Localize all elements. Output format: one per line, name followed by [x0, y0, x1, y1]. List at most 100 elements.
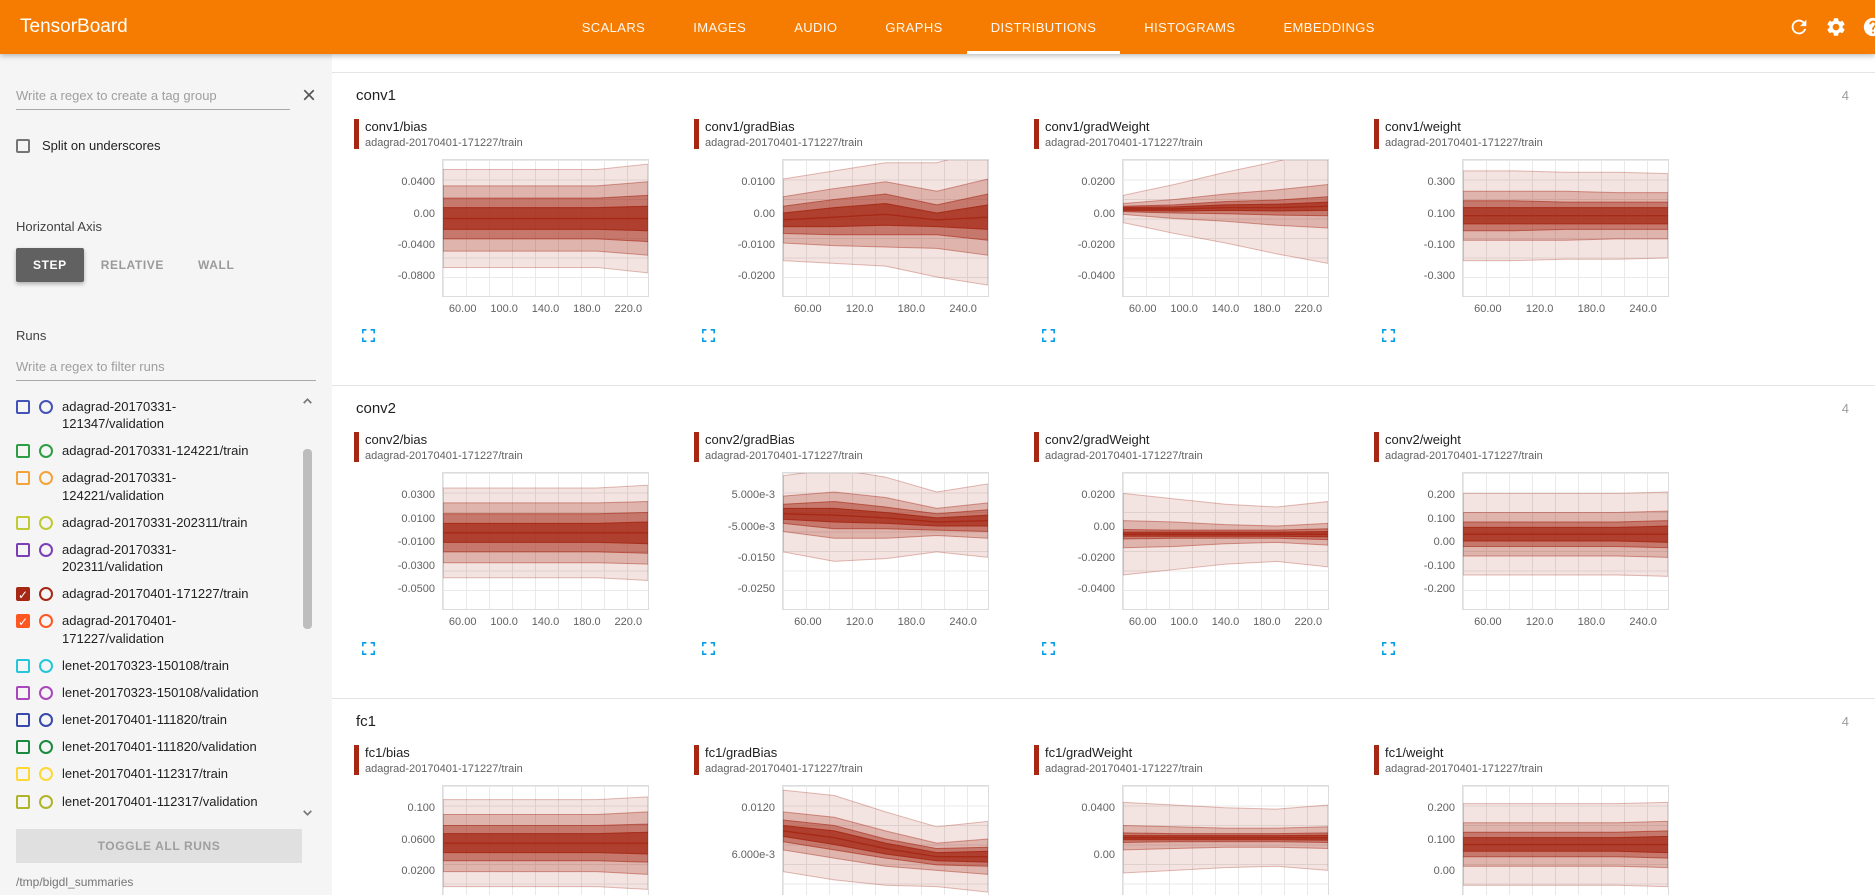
distribution-plot[interactable] — [782, 472, 989, 610]
run-item[interactable]: lenet-20170401-111820/validation — [16, 733, 294, 760]
run-radio-icon[interactable] — [39, 794, 53, 809]
expand-icon[interactable] — [1040, 640, 1057, 657]
expand-icon[interactable] — [360, 327, 377, 344]
tab-audio[interactable]: AUDIO — [794, 19, 838, 35]
split-underscores-checkbox[interactable] — [16, 138, 30, 153]
distribution-plot[interactable] — [1462, 472, 1669, 610]
run-checkbox[interactable] — [16, 685, 30, 700]
x-axis-labels: 60.00 120.0 180.0 240.0 — [782, 299, 989, 317]
section-header[interactable]: conv1 4 — [332, 73, 1875, 117]
scroll-down-icon[interactable] — [301, 806, 314, 819]
scroll-up-icon[interactable] — [301, 395, 314, 408]
expand-icon[interactable] — [1380, 327, 1397, 344]
run-item[interactable]: lenet-20170323-150108/validation — [16, 679, 294, 706]
tab-embeddings[interactable]: EMBEDDINGS — [1283, 19, 1375, 35]
run-radio-icon[interactable] — [39, 658, 53, 673]
y-tick-label: 0.00 — [1093, 849, 1115, 862]
distribution-plot[interactable] — [1122, 472, 1329, 610]
run-item[interactable]: adagrad-20170331-124221/train — [16, 437, 294, 464]
run-radio-icon[interactable] — [39, 614, 53, 629]
toggle-all-runs-button[interactable]: TOGGLE ALL RUNS — [16, 829, 302, 863]
run-radio-icon[interactable] — [39, 685, 53, 700]
help-icon[interactable] — [1862, 16, 1875, 38]
run-checkbox[interactable] — [16, 740, 30, 755]
run-item[interactable]: adagrad-20170331-202311/validation — [16, 536, 294, 580]
run-radio-icon[interactable] — [39, 767, 53, 782]
run-item[interactable]: adagrad-20170331-124221/validation — [16, 464, 294, 508]
axis-button-group: STEP RELATIVE WALL — [16, 248, 316, 282]
split-underscores-row[interactable]: Split on underscores — [16, 138, 316, 153]
plot-row: 0.200 0.100 0.00 -0.100 -0.200 — [1374, 472, 1704, 610]
run-radio-icon[interactable] — [39, 444, 53, 459]
distribution-plot[interactable] — [782, 159, 989, 297]
settings-icon[interactable] — [1825, 16, 1847, 38]
tab-distributions[interactable]: DISTRIBUTIONS — [966, 0, 1121, 54]
run-radio-icon[interactable] — [39, 587, 53, 602]
run-checkbox[interactable] — [16, 471, 30, 486]
expand-icon[interactable] — [1040, 327, 1057, 344]
axis-option-relative[interactable]: RELATIVE — [84, 248, 181, 282]
tab-graphs[interactable]: GRAPHS — [885, 19, 943, 35]
run-item[interactable]: lenet-20170323-150108/train — [16, 652, 294, 679]
tab-scalars[interactable]: SCALARS — [581, 19, 646, 35]
run-checkbox[interactable] — [16, 444, 30, 459]
run-radio-icon[interactable] — [39, 400, 53, 414]
x-tick-label: 180.0 — [897, 616, 926, 628]
section-header[interactable]: fc1 4 — [332, 699, 1875, 743]
run-filter-input[interactable] — [16, 353, 316, 381]
chart-title: conv1/gradBias — [705, 119, 795, 134]
y-tick-label: 0.0200 — [1081, 489, 1115, 502]
x-axis-labels: 60.00 120.0 180.0 240.0 — [782, 612, 989, 630]
run-item[interactable]: adagrad-20170331-121347/validation — [16, 393, 294, 437]
run-checkbox[interactable] — [16, 542, 30, 557]
chart-titles: fc1/weight adagrad-20170401-171227/train — [1385, 745, 1543, 775]
run-radio-icon[interactable] — [39, 740, 53, 755]
scrollbar-thumb[interactable] — [303, 449, 312, 629]
distribution-plot[interactable] — [1462, 785, 1669, 895]
run-radio-icon[interactable] — [39, 515, 53, 530]
nav-tabs: SCALARS IMAGES AUDIO GRAPHS DISTRIBUTIONS HIS… — [558, 0, 1399, 54]
run-item[interactable]: ✓ adagrad-20170401-171227/train — [16, 580, 294, 607]
distribution-plot[interactable] — [1122, 785, 1329, 895]
tab-images[interactable]: IMAGES — [693, 19, 747, 35]
tab-histograms[interactable]: HISTOGRAMS — [1144, 19, 1236, 35]
distribution-plot[interactable] — [442, 472, 649, 610]
expand-icon[interactable] — [700, 640, 717, 657]
app-title: TensorBoard — [20, 16, 128, 37]
distribution-plot[interactable] — [1462, 159, 1669, 297]
plot-row: 0.0300 0.0100 -0.0100 -0.0300 -0.0500 — [354, 472, 684, 610]
expand-icon[interactable] — [1380, 640, 1397, 657]
refresh-icon[interactable] — [1788, 16, 1810, 38]
axis-option-wall[interactable]: WALL — [181, 248, 251, 282]
distribution-plot[interactable] — [1122, 159, 1329, 297]
run-item[interactable]: lenet-20170401-112317/validation — [16, 788, 294, 815]
run-radio-icon[interactable] — [39, 542, 53, 557]
run-checkbox[interactable] — [16, 658, 30, 673]
run-checkbox[interactable] — [16, 794, 30, 809]
run-radio-icon[interactable] — [39, 713, 53, 728]
run-checkbox[interactable] — [16, 767, 30, 782]
run-checkbox[interactable]: ✓ — [16, 587, 30, 603]
run-checkbox[interactable] — [16, 400, 30, 414]
runs-scrollbar[interactable] — [301, 393, 314, 821]
distribution-plot[interactable] — [782, 785, 989, 895]
run-checkbox[interactable] — [16, 713, 30, 728]
distribution-plot[interactable] — [442, 785, 649, 895]
run-item[interactable]: lenet-20170401-112317/train — [16, 760, 294, 787]
run-color-bar — [1374, 745, 1379, 775]
x-tick-label: 60.00 — [1128, 303, 1157, 315]
tag-filter-input[interactable] — [16, 82, 290, 110]
run-item[interactable]: adagrad-20170331-202311/train — [16, 509, 294, 536]
expand-icon[interactable] — [360, 640, 377, 657]
axis-option-step[interactable]: STEP — [16, 248, 84, 282]
run-checkbox[interactable]: ✓ — [16, 614, 30, 630]
run-checkbox[interactable] — [16, 515, 30, 530]
run-radio-icon[interactable] — [39, 471, 53, 486]
section-header[interactable]: conv2 4 — [332, 386, 1875, 430]
expand-icon[interactable] — [700, 327, 717, 344]
close-icon[interactable]: × — [301, 82, 316, 109]
run-item[interactable]: lenet-20170401-111820/train — [16, 706, 294, 733]
distribution-plot[interactable] — [442, 159, 649, 297]
run-item[interactable]: ✓ adagrad-20170401-171227/validation — [16, 607, 294, 651]
x-tick-label: 60.00 — [794, 616, 822, 628]
